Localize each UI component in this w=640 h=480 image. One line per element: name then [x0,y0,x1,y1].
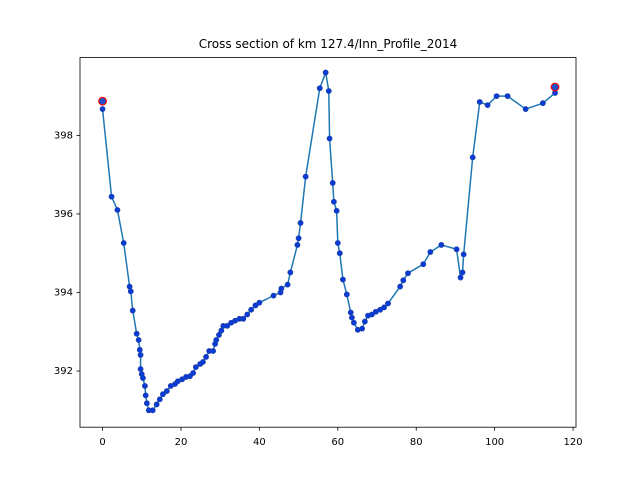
y-tick-label: 392 [54,366,73,377]
profile-point [381,304,387,311]
profile-point [539,100,546,107]
profile-point [460,251,467,258]
profile-point [137,352,144,358]
profile-point [284,281,291,288]
profile-point [297,220,304,226]
profile-point [210,348,217,354]
x-tick-label: 60 [331,437,344,448]
profile-point [192,364,199,371]
profile-point [240,315,247,322]
profile-point [295,235,302,242]
y-tick-label: 396 [54,209,73,220]
profile-line [101,69,556,412]
profile-point [278,285,285,292]
profile-point [420,261,427,268]
profile-point [160,391,166,398]
profile-point [339,276,346,283]
profile-point [322,69,329,76]
profile-point [350,319,357,326]
profile-point [99,106,106,112]
profile-point [326,135,333,142]
profile-point [120,240,127,246]
y-tick-label: 394 [54,287,73,298]
profile-point [400,277,407,284]
profile-point [397,283,404,290]
profile-point [343,291,350,298]
profile-point [405,270,411,277]
x-tick-label: 80 [410,437,423,448]
profile-point [252,302,259,309]
profile-point [141,383,148,389]
profile-point [216,331,222,338]
profile-point [459,269,466,276]
highlight-point [98,96,107,106]
profile-point [329,179,336,186]
profile-point [129,307,136,314]
profile-point [469,154,476,161]
profile-point [190,370,197,376]
profile-point [453,246,460,253]
profile-point [369,311,375,318]
profile-point [359,325,366,332]
profile-point [316,85,323,92]
profile-point [476,99,483,105]
profile-point [457,274,464,281]
profile-point [336,250,343,257]
profile-point [126,283,133,290]
chart-title: Cross section of km 127.4/Inn_Profile_20… [199,37,458,51]
profile-point [484,102,491,109]
profile-point [203,353,209,360]
profile-point [330,198,337,205]
x-tick-label: 120 [564,437,583,448]
profile-point [256,299,263,306]
profile-point [385,300,391,307]
profile-point [504,93,511,99]
profile-point [522,106,529,112]
profile-point [140,375,146,382]
profile-point [135,337,142,343]
profile-point [294,242,301,248]
x-tick-label: 0 [99,437,105,448]
profile-point [347,309,354,316]
highlight-point [550,82,560,92]
profile-point [270,292,277,299]
profile-point [143,400,150,407]
profile-point [438,242,445,248]
x-tick-label: 40 [253,437,266,448]
profile-point [493,93,500,99]
profile-point [156,396,163,403]
profile-point [333,207,340,214]
profile-point [136,346,143,353]
profile-point [133,330,140,337]
profile-point [325,88,332,94]
x-tick-label: 100 [485,437,504,448]
profile-point [427,249,434,255]
profile-point [361,318,368,325]
profile-point [163,388,170,394]
profile-point [248,306,255,313]
profile-point [334,240,341,246]
profile-point [224,322,231,329]
x-tick-label: 20 [175,437,188,448]
profile-point [200,359,206,365]
y-tick-label: 398 [54,130,73,141]
plot-frame [79,57,577,428]
profile-point [244,311,251,318]
profile-point [127,288,134,295]
profile-point [114,207,121,213]
profile-point [287,269,294,276]
profile-point [137,366,144,372]
profile-point [349,314,355,321]
profile-point [153,401,160,408]
profile-point [108,193,115,200]
profile-point [302,173,309,180]
profile-point [142,392,149,399]
profile-point [149,407,156,414]
profile-point [213,337,220,343]
